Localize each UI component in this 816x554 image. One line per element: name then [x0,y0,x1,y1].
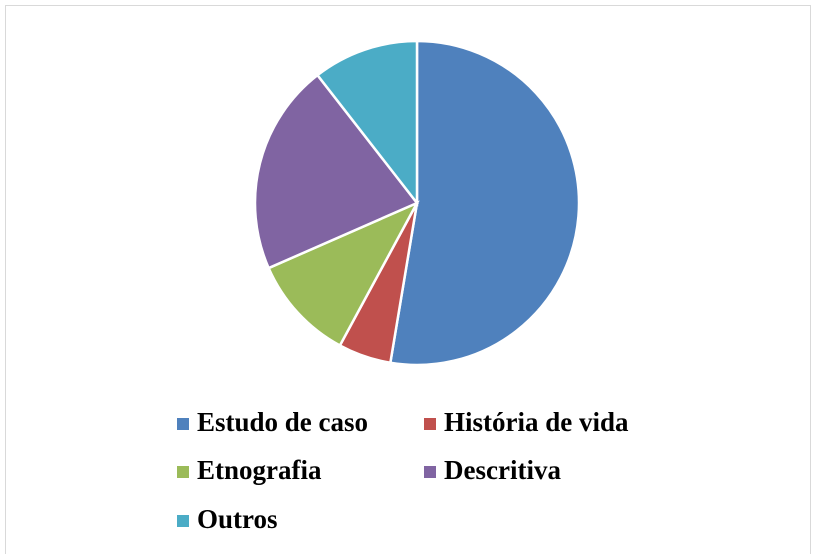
legend-swatch [424,466,436,478]
legend-swatch [177,515,189,527]
legend-label: Estudo de caso [197,407,368,437]
legend-label: História de vida [444,407,629,437]
legend-swatch [177,418,189,430]
pie-slice [253,73,419,270]
legend-swatch [177,466,189,478]
legend-label: Outros [197,504,278,534]
legend-swatch [424,418,436,430]
legend-label: Etnografia [197,455,322,485]
pie-slice [266,200,420,348]
legend-label: Descritiva [444,455,561,485]
pie-slice [315,39,419,207]
pie-slice [388,39,581,367]
